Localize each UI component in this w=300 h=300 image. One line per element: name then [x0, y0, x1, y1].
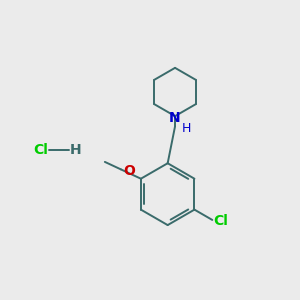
Text: Cl: Cl: [34, 143, 49, 157]
Text: H: H: [182, 122, 191, 135]
Text: Cl: Cl: [213, 214, 228, 228]
Text: N: N: [169, 111, 181, 125]
Text: H: H: [70, 143, 82, 157]
Text: O: O: [124, 164, 135, 178]
